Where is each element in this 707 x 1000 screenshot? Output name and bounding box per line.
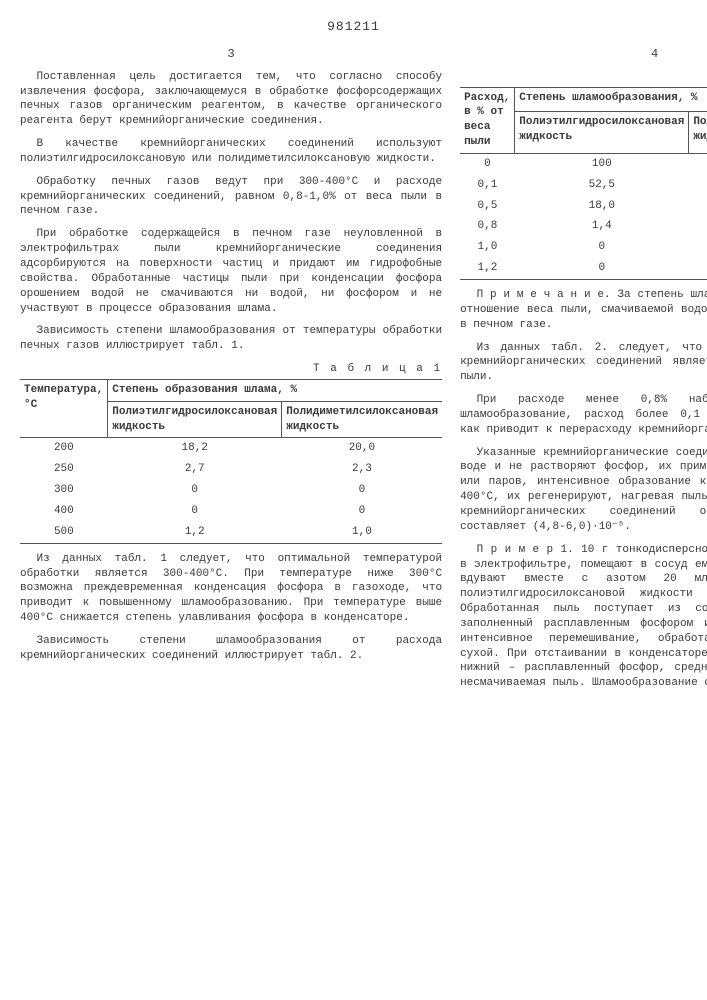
page-columns: 3 Поставленная цель достигается тем, что…: [20, 46, 687, 700]
cell: 100: [689, 153, 707, 174]
left-column: 3 Поставленная цель достигается тем, что…: [20, 46, 442, 700]
cell: 0: [515, 237, 689, 258]
cell: 0: [108, 501, 282, 522]
cell: 50,0: [689, 175, 707, 196]
table-2: Расход, в % от веса пыли Степень шламооб…: [460, 87, 707, 280]
right-column: 4 Т а б л и ц а 2 Расход, в % от веса пы…: [460, 46, 707, 700]
t1-head-span: Степень образования шлама, %: [108, 379, 442, 401]
cell: 0,5: [460, 196, 515, 217]
para: При обработке содержащейся в печном газе…: [20, 227, 442, 316]
cell: 2,3: [282, 459, 442, 480]
cell: 100: [515, 153, 689, 174]
table-1: Температура, °С Степень образования шлам…: [20, 379, 442, 544]
page-number-right: 4: [460, 46, 707, 62]
cell: 0: [460, 153, 515, 174]
para: При расходе менее 0,8% наблюдается повыш…: [460, 393, 707, 438]
para: П р и м е ч а н и е. За степень шламообр…: [460, 288, 707, 333]
cell: 52,5: [515, 175, 689, 196]
cell: 0: [108, 480, 282, 501]
t1-head-col1: Температура, °С: [20, 379, 108, 438]
cell: 0: [282, 501, 442, 522]
cell: 1,2: [108, 522, 282, 543]
para: П р и м е р 1. 10 г тонкодисперсной пыли…: [460, 543, 707, 691]
cell: 2,7: [108, 459, 282, 480]
cell: 18,0: [515, 196, 689, 217]
para: Из данных табл. 1 следует, что оптимальн…: [20, 552, 442, 626]
cell: 0,8: [460, 216, 515, 237]
cell: 16,5: [689, 196, 707, 217]
cell: 1,0: [460, 237, 515, 258]
para: В качестве кремнийорганических соединени…: [20, 137, 442, 167]
cell: 0,1: [460, 175, 515, 196]
para: Обработку печных газов ведут при 300-400…: [20, 175, 442, 220]
cell: 200: [20, 438, 108, 459]
doc-number: 981211: [20, 18, 687, 36]
cell: 20,0: [282, 438, 442, 459]
t2-head-col1: Расход, в % от веса пыли: [460, 87, 515, 153]
cell: 300: [20, 480, 108, 501]
t2-sub2: Полидиметилсилоксановая жидкость: [689, 112, 707, 154]
cell: 400: [20, 501, 108, 522]
t1-sub1: Полиэтилгидросилоксановая жидкость: [108, 401, 282, 438]
page-number-left: 3: [20, 46, 442, 62]
para: Зависимость степени шламообразования от …: [20, 324, 442, 354]
cell: 1,2: [689, 216, 707, 237]
t2-head-span: Степень шламообразования, %: [515, 87, 707, 112]
cell: 0: [515, 258, 689, 279]
cell: 1,0: [282, 522, 442, 543]
cell: 1,2: [460, 258, 515, 279]
para: Указанные кремнийорганические соединения…: [460, 446, 707, 535]
para: Зависимость степени шламообразования от …: [20, 634, 442, 664]
table2-title: Т а б л и ц а 2: [460, 70, 707, 85]
cell: 18,2: [108, 438, 282, 459]
table1-title: Т а б л и ц а 1: [20, 362, 442, 377]
t2-sub1: Полиэтилгидросилоксановая жидкость: [515, 112, 689, 154]
t1-sub2: Полидиметилсилоксановая жидкость: [282, 401, 442, 438]
cell: 0: [282, 480, 442, 501]
cell: 0: [689, 258, 707, 279]
para: Из данных табл. 2. следует, что оптималь…: [460, 341, 707, 386]
para: Поставленная цель достигается тем, что с…: [20, 70, 442, 129]
cell: 1,4: [515, 216, 689, 237]
cell: 0: [689, 237, 707, 258]
cell: 250: [20, 459, 108, 480]
cell: 500: [20, 522, 108, 543]
